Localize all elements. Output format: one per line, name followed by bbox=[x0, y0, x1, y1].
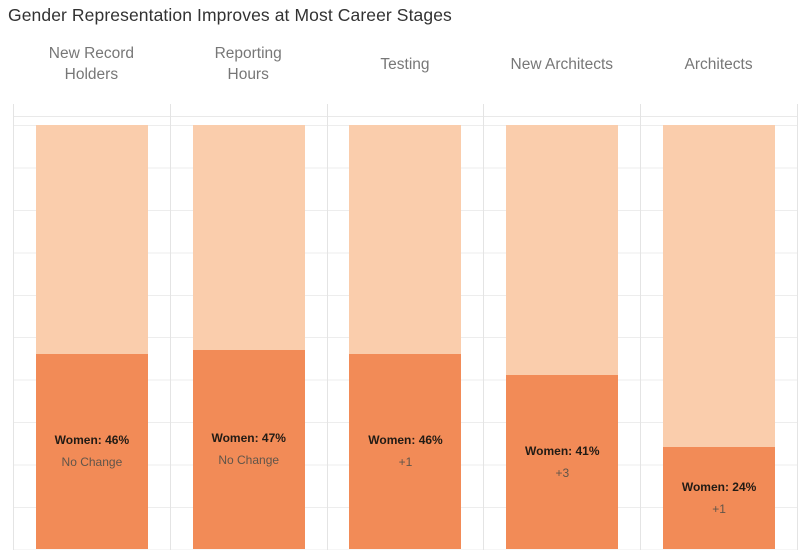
bar-total-reporting-hours[interactable]: Women: 47% No Change bbox=[192, 124, 305, 549]
chart-title: Gender Representation Improves at Most C… bbox=[8, 5, 452, 25]
panel-architects: Women: 24% +1 bbox=[640, 104, 798, 550]
bar-women-testing[interactable]: Women: 46% +1 bbox=[349, 353, 462, 549]
panel-new-architects: Women: 41% +3 bbox=[483, 104, 640, 550]
header-reporting-hours: Reporting Hours bbox=[214, 45, 282, 83]
header-testing: Testing bbox=[380, 55, 430, 73]
chart-area: Women: 46% No Change Women: 47% No Chang… bbox=[13, 104, 798, 550]
bar-women-architects[interactable]: Women: 24% +1 bbox=[663, 447, 776, 549]
header-new-record-holders: New Record Holders bbox=[48, 45, 135, 83]
bar-total-new-architects[interactable]: Women: 41% +3 bbox=[506, 124, 619, 549]
panel-new-record-holders: Women: 46% No Change bbox=[13, 104, 170, 550]
bar-women-new-record-holders[interactable]: Women: 46% No Change bbox=[35, 353, 148, 549]
change-label: +1 bbox=[712, 502, 726, 517]
women-pct-label: Women: 41% bbox=[525, 443, 600, 458]
change-label: +3 bbox=[555, 465, 570, 480]
panel-reporting-hours: Women: 47% No Change bbox=[169, 104, 327, 550]
plot-top-border bbox=[13, 116, 798, 117]
panels: Women: 46% No Change Women: 47% No Chang… bbox=[13, 104, 798, 550]
women-pct-label: Women: 47% bbox=[211, 431, 286, 446]
column-headers: New Record Holders Reporting Hours Testi… bbox=[13, 36, 797, 92]
change-label: +1 bbox=[398, 455, 413, 470]
header-new-architects: New Architects bbox=[510, 55, 614, 73]
bar-total-testing[interactable]: Women: 46% +1 bbox=[349, 124, 462, 549]
women-pct-label: Women: 24% bbox=[681, 480, 757, 495]
bar-women-new-architects[interactable]: Women: 41% +3 bbox=[506, 374, 619, 549]
bar-total-architects[interactable]: Women: 24% +1 bbox=[663, 124, 776, 549]
panel-testing: Women: 46% +1 bbox=[326, 104, 484, 550]
header-architects: Architects bbox=[684, 55, 753, 73]
bar-women-reporting-hours[interactable]: Women: 47% No Change bbox=[192, 349, 305, 549]
change-label: No Change bbox=[218, 453, 280, 468]
women-pct-label: Women: 46% bbox=[368, 433, 443, 448]
women-pct-label: Women: 46% bbox=[54, 433, 130, 448]
change-label: No Change bbox=[61, 455, 123, 470]
bar-total-new-record-holders[interactable]: Women: 46% No Change bbox=[35, 124, 148, 549]
